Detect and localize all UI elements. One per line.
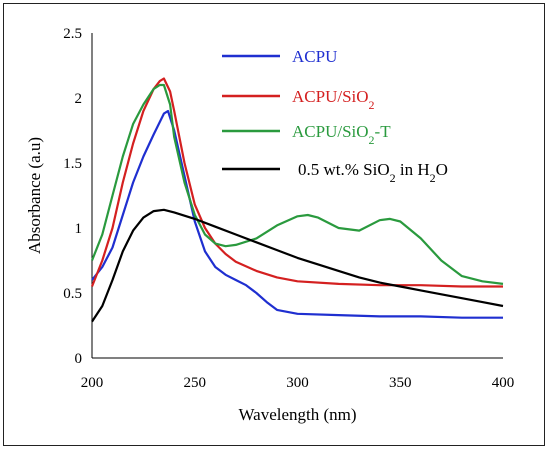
series-lines: [90, 77, 504, 323]
legend-text-part: in H: [396, 160, 430, 179]
x-tick-label: 250: [184, 375, 207, 391]
legend-label-3: 0.5 wt.% SiO2 in H2O: [298, 160, 448, 185]
y-tick-label: 1.5: [63, 156, 82, 172]
y-tick-labels: 0 0.5 1 1.5 2 2.5: [63, 26, 82, 367]
legend-subscript: 2: [369, 133, 375, 147]
y-tick-label: 1: [75, 221, 83, 237]
x-tick-label: 300: [286, 375, 309, 391]
legend-label-0: ACPU: [292, 47, 337, 66]
legend-subscript: 2: [430, 171, 436, 185]
legend-subscript: 2: [390, 171, 396, 185]
legend-text-part: ACPU: [292, 47, 337, 66]
y-tick-label: 0.5: [63, 286, 82, 302]
series-line-1: [90, 77, 503, 288]
x-tick-label: 350: [389, 375, 412, 391]
legend-text-part: ACPU/SiO: [292, 87, 369, 106]
chart-frame: [3, 3, 545, 446]
legend-text-part: -T: [375, 122, 392, 141]
x-tick-labels: 200 250 300 350 400: [81, 375, 515, 391]
y-tick-label: 0: [75, 351, 83, 367]
legend-text-part: 0.5 wt.% SiO: [298, 160, 390, 179]
legend-text-part: ACPU/SiO: [292, 122, 369, 141]
series-line-3: [91, 208, 504, 323]
x-axis-title: Wavelength (nm): [238, 405, 356, 424]
y-tick-label: 2: [75, 91, 83, 107]
series-line-2: [90, 83, 504, 285]
legend-subscript: 2: [369, 98, 375, 112]
legend-label-1: ACPU/SiO2: [292, 87, 375, 112]
x-tick-label: 400: [492, 375, 515, 391]
y-axis-title: Absorbance (a.u): [25, 137, 44, 254]
x-tick-label: 200: [81, 375, 104, 391]
y-tick-label: 2.5: [63, 26, 82, 42]
legend-text-part: O: [436, 160, 448, 179]
series-line-0: [91, 109, 503, 319]
legend-label-2: ACPU/SiO2-T: [292, 122, 391, 147]
